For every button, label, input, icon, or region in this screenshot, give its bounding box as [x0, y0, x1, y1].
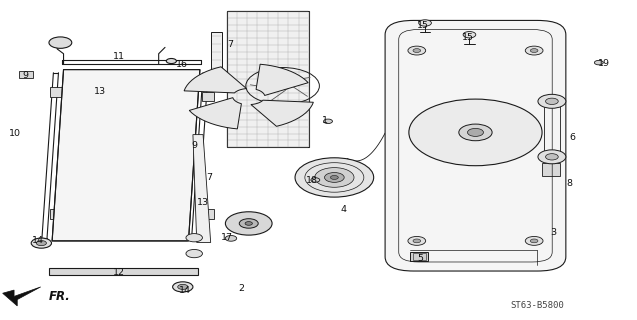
Circle shape	[545, 154, 558, 160]
Text: 19: 19	[598, 59, 610, 68]
Text: 14: 14	[179, 285, 191, 295]
Circle shape	[419, 20, 431, 26]
Circle shape	[186, 250, 203, 258]
Text: 1: 1	[322, 116, 328, 125]
Text: ST63-B5800: ST63-B5800	[510, 301, 564, 310]
Circle shape	[459, 124, 492, 141]
Text: 5: 5	[417, 254, 423, 263]
Polygon shape	[184, 67, 247, 93]
Text: 16: 16	[176, 60, 188, 69]
Text: 13: 13	[94, 87, 106, 96]
Text: 10: 10	[10, 129, 22, 138]
Bar	[50, 87, 62, 97]
Bar	[19, 70, 33, 77]
Circle shape	[324, 172, 344, 182]
Bar	[211, 32, 222, 90]
Circle shape	[538, 150, 566, 164]
Circle shape	[31, 238, 52, 248]
Circle shape	[295, 158, 374, 197]
Circle shape	[408, 236, 426, 245]
Text: FR.: FR.	[49, 290, 71, 303]
Circle shape	[225, 236, 237, 241]
Circle shape	[331, 175, 338, 180]
Circle shape	[594, 60, 603, 65]
Text: 9: 9	[22, 71, 29, 80]
Circle shape	[178, 284, 188, 289]
Circle shape	[324, 119, 333, 124]
Bar	[203, 92, 214, 101]
Circle shape	[538, 94, 566, 108]
Circle shape	[468, 128, 483, 136]
Text: 7: 7	[227, 40, 233, 49]
Polygon shape	[52, 69, 200, 241]
Circle shape	[413, 239, 420, 243]
Circle shape	[275, 82, 290, 90]
Circle shape	[225, 212, 272, 235]
Circle shape	[408, 46, 426, 55]
Circle shape	[463, 32, 476, 38]
Circle shape	[49, 37, 72, 48]
Polygon shape	[193, 135, 211, 243]
Circle shape	[413, 49, 420, 52]
Bar	[203, 209, 214, 219]
FancyBboxPatch shape	[385, 20, 566, 271]
Text: 15: 15	[462, 33, 473, 42]
Text: 8: 8	[566, 179, 572, 188]
Bar	[50, 209, 62, 219]
Circle shape	[526, 46, 543, 55]
Circle shape	[531, 49, 538, 52]
Text: 9: 9	[192, 141, 198, 150]
Circle shape	[409, 99, 542, 166]
Text: 12: 12	[113, 268, 125, 277]
Bar	[187, 141, 201, 148]
Bar	[410, 252, 428, 261]
Text: 3: 3	[550, 228, 556, 237]
Circle shape	[545, 98, 558, 105]
Circle shape	[240, 219, 258, 228]
Circle shape	[36, 241, 47, 246]
Polygon shape	[256, 64, 308, 95]
Circle shape	[311, 178, 320, 182]
Circle shape	[173, 282, 193, 292]
Bar	[76, 76, 86, 130]
Circle shape	[245, 222, 252, 225]
Circle shape	[166, 59, 176, 64]
Text: 11: 11	[113, 52, 125, 61]
Bar	[413, 253, 426, 260]
Circle shape	[315, 168, 354, 187]
Polygon shape	[52, 69, 200, 241]
Bar	[49, 268, 198, 275]
Circle shape	[186, 234, 203, 242]
Polygon shape	[189, 98, 241, 129]
Bar	[542, 164, 560, 176]
Text: 4: 4	[341, 205, 347, 214]
Polygon shape	[3, 287, 41, 306]
Text: 14: 14	[32, 236, 44, 245]
Circle shape	[531, 239, 538, 243]
Text: 6: 6	[569, 133, 575, 142]
Text: 15: 15	[417, 21, 429, 30]
Text: 7: 7	[206, 173, 211, 182]
Text: 18: 18	[306, 176, 318, 185]
Text: 17: 17	[220, 233, 233, 242]
Text: 13: 13	[197, 198, 209, 207]
Polygon shape	[251, 100, 313, 126]
Text: 2: 2	[238, 284, 244, 293]
Bar	[227, 11, 309, 147]
Circle shape	[526, 236, 543, 245]
